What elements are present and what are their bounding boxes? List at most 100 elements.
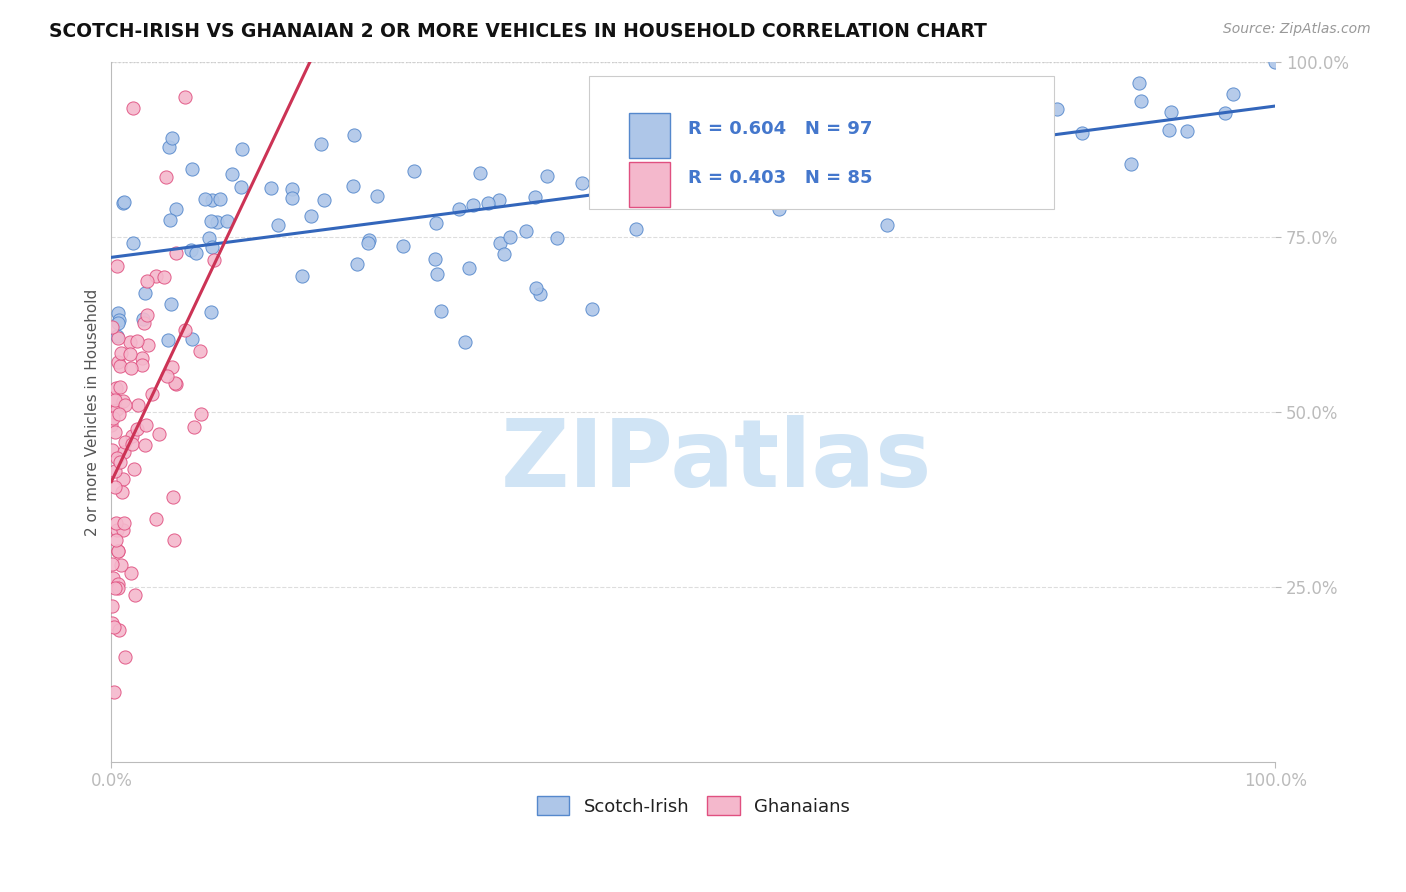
Point (104, 581, 127, 595)
Point (105, 523, 128, 537)
Point (359, 233, 381, 247)
Point (766, 160, 789, 174)
Point (202, 252, 225, 267)
Point (127, 398, 149, 412)
Point (103, 620, 125, 634)
Point (103, 685, 125, 699)
Point (105, 516, 128, 530)
Point (163, 533, 186, 547)
Point (165, 377, 187, 392)
Point (107, 331, 129, 345)
Point (101, 599, 124, 613)
Point (105, 328, 128, 343)
Point (461, 197, 484, 211)
Point (103, 571, 125, 585)
Point (108, 380, 131, 394)
Point (571, 176, 593, 190)
Point (101, 320, 124, 334)
Point (141, 386, 163, 401)
Point (160, 130, 183, 145)
Point (741, 96, 763, 111)
Point (1264, 55, 1286, 70)
Point (156, 368, 179, 383)
Point (356, 235, 378, 250)
Point (267, 218, 290, 232)
Point (107, 306, 129, 320)
Point (101, 405, 124, 419)
Point (110, 455, 132, 469)
Point (155, 169, 177, 184)
Point (515, 224, 537, 238)
Point (291, 268, 314, 283)
Point (845, 173, 868, 187)
Point (208, 192, 231, 206)
Point (114, 398, 136, 412)
Point (643, 142, 665, 156)
Point (402, 164, 425, 178)
Text: R = 0.604   N = 97: R = 0.604 N = 97 (688, 120, 872, 137)
Point (343, 128, 366, 142)
Point (693, 152, 716, 166)
Point (488, 235, 510, 250)
Point (112, 472, 135, 486)
Point (121, 429, 143, 443)
Point (470, 166, 492, 180)
Point (104, 464, 127, 478)
Point (1129, 94, 1152, 108)
Point (153, 269, 176, 284)
Y-axis label: 2 or more Vehicles in Household: 2 or more Vehicles in Household (86, 288, 100, 535)
Point (492, 247, 515, 261)
Point (122, 101, 145, 115)
Point (107, 577, 129, 591)
Point (536, 169, 558, 183)
Point (132, 312, 155, 326)
Point (122, 236, 145, 251)
Point (107, 316, 129, 330)
Point (524, 190, 547, 204)
Point (108, 408, 131, 422)
Point (346, 257, 368, 271)
Point (111, 195, 134, 210)
Point (366, 188, 388, 202)
Text: SCOTCH-IRISH VS GHANAIAN 2 OR MORE VEHICLES IN HOUSEHOLD CORRELATION CHART: SCOTCH-IRISH VS GHANAIAN 2 OR MORE VEHIC… (49, 22, 987, 41)
Point (280, 192, 302, 206)
Point (205, 215, 228, 229)
Point (423, 252, 446, 266)
Point (121, 437, 143, 451)
Point (127, 334, 149, 348)
Point (165, 376, 187, 390)
Point (103, 425, 125, 439)
Point (101, 392, 124, 406)
Point (100, 615, 122, 630)
Point (194, 192, 217, 206)
Point (104, 480, 127, 494)
Point (108, 359, 131, 373)
Point (454, 334, 477, 349)
Point (458, 261, 481, 276)
Point (159, 212, 181, 227)
Point (200, 214, 222, 228)
Point (197, 231, 219, 245)
Point (110, 345, 132, 359)
Point (145, 269, 167, 284)
Point (876, 219, 898, 233)
Point (768, 202, 790, 217)
Point (100, 442, 122, 457)
Point (122, 462, 145, 476)
Point (105, 381, 128, 395)
Point (124, 588, 146, 602)
Point (215, 214, 238, 228)
Point (1175, 124, 1198, 138)
Point (107, 544, 129, 558)
Point (107, 582, 129, 596)
Point (201, 194, 224, 208)
Point (108, 623, 131, 637)
Point (221, 167, 243, 181)
Point (392, 239, 415, 253)
Point (860, 96, 883, 111)
Point (157, 140, 180, 154)
Point (529, 287, 551, 301)
Point (426, 267, 449, 281)
Point (863, 107, 886, 121)
Point (775, 130, 797, 145)
